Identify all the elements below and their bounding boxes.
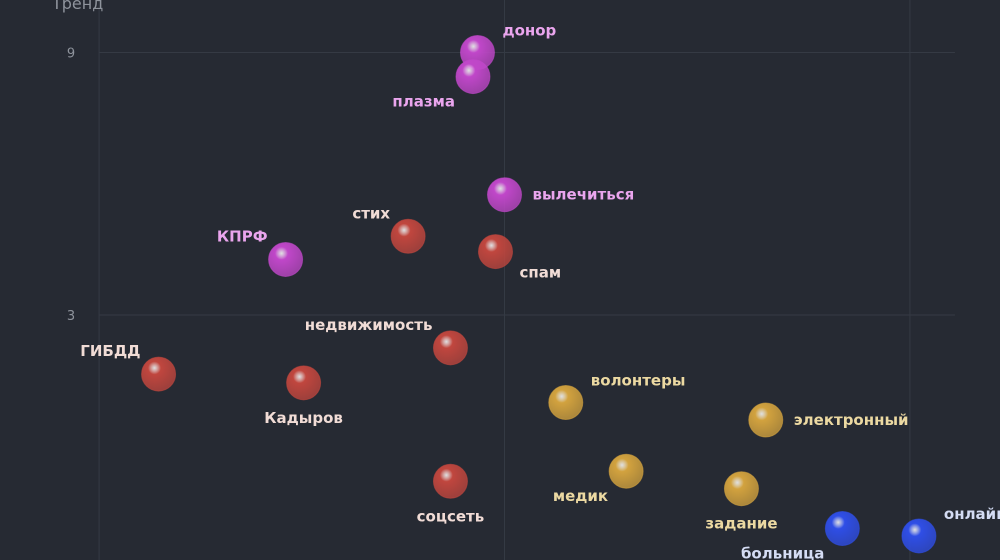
data-point xyxy=(141,356,177,392)
y-tick-label: 3 xyxy=(67,309,75,324)
data-point xyxy=(477,234,513,270)
data-point xyxy=(286,365,322,401)
data-point xyxy=(608,453,644,489)
data-point xyxy=(455,59,491,95)
point-label: ГИБДД xyxy=(80,342,140,360)
y-axis-label: Тренд xyxy=(51,0,103,13)
point-label: вылечиться xyxy=(533,186,635,204)
data-point xyxy=(901,518,937,554)
point-labels: донор плазма вылечиться КПРФ стих спам недвижи… xyxy=(80,22,1000,560)
data-point xyxy=(432,463,468,499)
data-point xyxy=(487,177,523,213)
y-tick-labels: 39 xyxy=(67,47,75,325)
point-label: Кадыров xyxy=(264,409,343,427)
data-point xyxy=(432,330,468,366)
point-label: онлайн xyxy=(944,505,1000,523)
data-points xyxy=(141,35,937,554)
point-label: донор xyxy=(502,22,556,40)
data-point xyxy=(268,241,304,277)
grid xyxy=(98,0,955,560)
point-label: плазма xyxy=(392,93,455,111)
data-point xyxy=(723,471,759,507)
point-label: спам xyxy=(519,264,561,282)
point-label: больница xyxy=(741,545,824,560)
point-label: электронный xyxy=(794,411,909,429)
point-label: задание xyxy=(705,515,777,533)
point-label: волонтеры xyxy=(591,372,686,390)
y-tick-label: 9 xyxy=(67,47,75,62)
data-point xyxy=(748,402,784,438)
point-label: медик xyxy=(553,487,608,505)
point-label: стих xyxy=(352,204,390,222)
data-point xyxy=(548,385,584,420)
point-label: соцсеть xyxy=(417,507,485,525)
point-label: недвижимость xyxy=(305,316,433,334)
point-label: КПРФ xyxy=(217,227,268,245)
data-point xyxy=(390,218,426,254)
data-point xyxy=(824,511,860,546)
